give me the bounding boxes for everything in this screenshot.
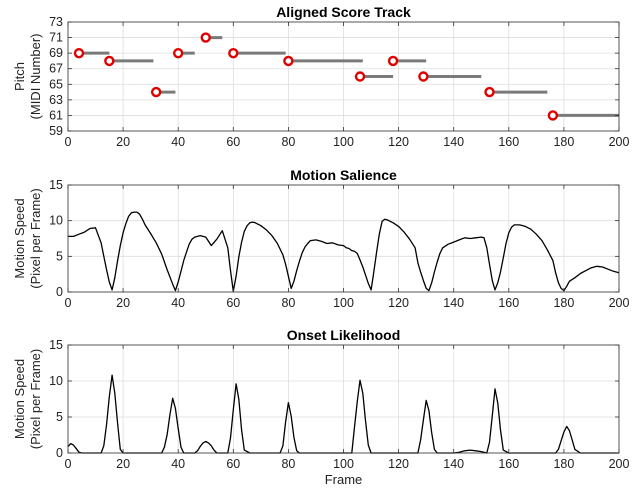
onset-likelihood-x-tick-label: 60 [226,457,240,471]
note-onset-marker [547,110,559,121]
score-track-x-tick-label: 20 [116,135,130,149]
note-onset-marker [104,55,115,67]
onset-likelihood-x-axis-label: Frame [325,472,363,487]
score-track-y-tick-label: 67 [49,62,63,76]
score-track-y-axis-label: (MIDI Number) [28,34,43,120]
motion-salience-x-tick-label: 60 [226,296,240,310]
note-onset-marker [387,55,399,67]
score-track-title: Aligned Score Track [276,4,411,20]
score-track-x-tick-label: 100 [333,135,354,149]
onset-likelihood-title: Onset Likelihood [287,327,401,343]
motion-salience-y-tick-label: 5 [56,249,63,263]
onset-likelihood-x-tick-label: 80 [281,457,295,471]
motion-salience-x-tick-label: 120 [388,296,409,310]
score-track-y-tick-label: 65 [49,77,63,91]
note-onset-marker [172,47,184,59]
onset-likelihood-x-tick-label: 180 [553,457,574,471]
onset-likelihood-x-tick-label: 20 [116,457,130,471]
score-track-x-tick-label: 200 [609,135,630,149]
motion-salience-x-tick-label: 0 [65,296,72,310]
motion-salience-y-axis-label: Motion Speed [12,198,27,278]
onset-likelihood-x-tick-label: 100 [333,457,354,471]
motion-salience-series-line [68,211,620,292]
score-track-y-tick-label: 73 [49,15,63,29]
score-track-y-tick-label: 69 [49,46,63,60]
note-onset-marker [418,71,429,82]
note-onset-marker [73,47,85,59]
motion-salience-x-tick-label: 160 [498,296,519,310]
onset-likelihood-x-tick-label: 40 [171,457,185,471]
score-track-x-tick-label: 140 [443,135,464,149]
motion-salience-y-tick-label: 15 [49,178,63,192]
score-track-x-tick-label: 180 [553,135,574,149]
note-onset-marker [150,86,162,98]
onset-likelihood-y-tick-label: 0 [56,446,63,460]
motion-salience-x-tick-label: 20 [116,296,130,310]
onset-likelihood-y-axis-label: (Pixel per Frame) [28,349,43,449]
onset-likelihood-x-tick-label: 140 [443,457,464,471]
score-track-x-tick-label: 120 [388,135,409,149]
score-track-y-tick-label: 63 [49,93,63,107]
motion-salience-title: Motion Salience [290,167,397,183]
onset-likelihood-y-axis-label: Motion Speed [12,359,27,439]
score-track-x-tick-label: 60 [226,135,240,149]
motion-salience-y-tick-label: 10 [49,214,63,228]
motion-salience-y-tick-label: 0 [56,285,63,299]
note-onset-marker [354,71,366,82]
motion-salience-x-tick-label: 200 [609,296,630,310]
note-onset-marker [200,32,211,43]
score-track-y-axis-label: Pitch [12,62,27,91]
motion-salience-x-tick-label: 80 [281,296,295,310]
onset-likelihood-x-tick-label: 200 [609,457,630,471]
onset-likelihood-x-tick-label: 0 [65,457,72,471]
score-track-panel: 0 20 40 60 80 100 120 140 160 180 2005961636567697… [12,4,629,149]
onset-likelihood-y-tick-label: 10 [49,374,63,388]
onset-likelihood-y-tick-label: 5 [56,410,63,424]
note-onset-marker [484,86,495,98]
motion-salience-y-axis-label: (Pixel per Frame) [28,188,43,288]
onset-likelihood-y-tick-label: 15 [49,338,63,352]
motion-salience-x-tick-label: 100 [333,296,354,310]
onset-likelihood-x-tick-label: 160 [498,457,519,471]
score-track-y-tick-label: 59 [49,124,63,138]
motion-salience-x-tick-label: 180 [553,296,574,310]
score-track-y-tick-label: 71 [49,31,63,45]
motion-salience-x-tick-label: 40 [171,296,185,310]
onset-likelihood-panel: 0 20 40 60 80 100 120 140 160 180 200 0 5 10 15 Onset L… [12,327,629,487]
score-track-x-tick-label: 160 [498,135,519,149]
score-track-y-tick-label: 61 [49,108,63,122]
score-track-x-tick-label: 80 [281,135,295,149]
motion-salience-panel: 0 20 40 60 80 100 120 140 160 180 200 0 5 10 15 Motion … [12,167,629,310]
note-onset-marker [228,47,239,59]
onset-likelihood-x-tick-label: 120 [388,457,409,471]
score-track-x-tick-label: 40 [171,135,185,149]
note-onset-marker [283,55,294,67]
score-track-x-tick-label: 0 [65,135,72,149]
motion-salience-x-tick-label: 140 [443,296,464,310]
